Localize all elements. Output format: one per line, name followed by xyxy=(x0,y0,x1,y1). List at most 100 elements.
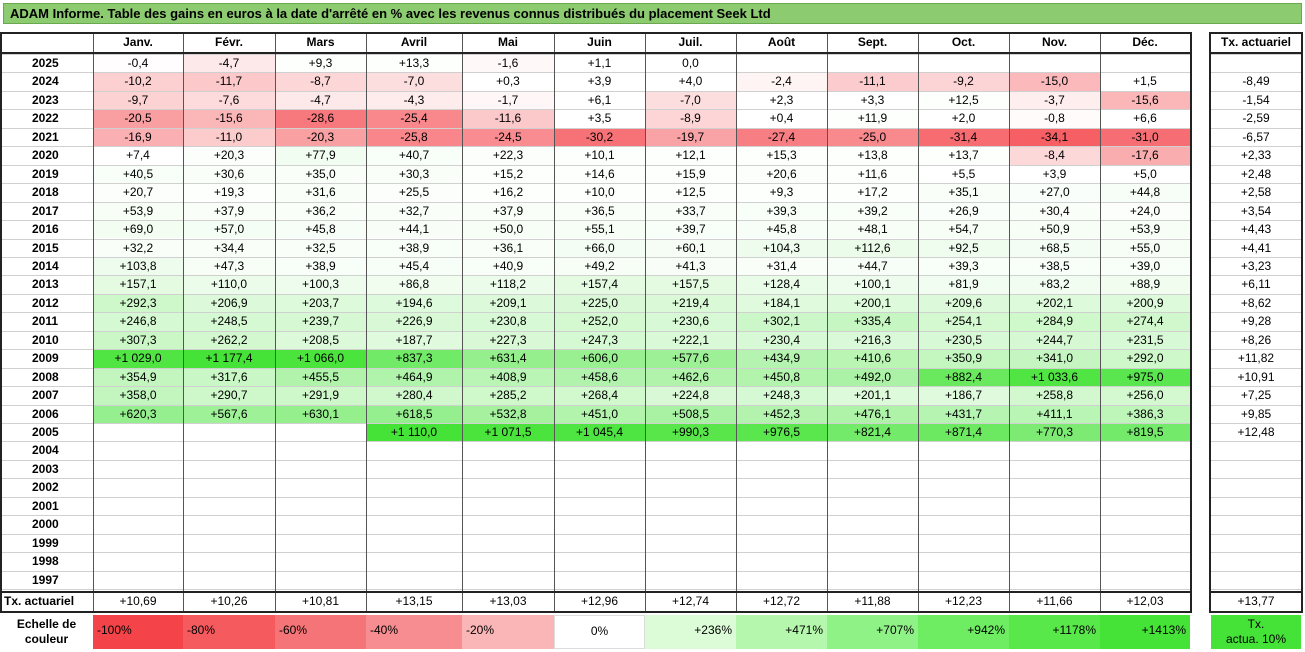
table-cell: +60,1 xyxy=(645,238,736,257)
table-cell: +230,8 xyxy=(462,312,554,331)
table-cell: +3,9 xyxy=(1009,164,1100,184)
rate-header: Tx. actuariel xyxy=(1220,35,1292,49)
table-cell: +45,8 xyxy=(275,220,366,239)
table-cell: +39,2 xyxy=(827,201,918,221)
table-cell: +219,4 xyxy=(645,293,736,313)
table-cell: +280,4 xyxy=(366,386,462,405)
table-cell: +258,8 xyxy=(1009,386,1100,405)
table-cell: +6,6 xyxy=(1100,109,1190,128)
table-cell: +206,9 xyxy=(183,293,275,313)
table-cell xyxy=(918,515,1009,534)
row-divider xyxy=(0,312,1190,313)
table-cell: +770,3 xyxy=(1009,423,1100,442)
row-divider xyxy=(1211,552,1301,553)
year-label: 2006 xyxy=(32,406,59,421)
month-header: Mars xyxy=(306,35,335,49)
table-cell: +252,0 xyxy=(554,312,645,331)
table-cell xyxy=(366,533,462,553)
table-cell: +104,3 xyxy=(736,238,827,257)
table-cell xyxy=(645,441,736,460)
table-cell xyxy=(1100,496,1190,516)
footer-cell: +11,88 xyxy=(854,594,891,609)
table-cell: +476,1 xyxy=(827,404,918,423)
table-cell xyxy=(827,533,918,553)
table-cell xyxy=(462,533,554,553)
rate-cell: -8,49 xyxy=(1242,74,1270,89)
footer-cell: +13,03 xyxy=(489,594,527,609)
rate-cell: +2,33 xyxy=(1240,148,1272,163)
table-cell xyxy=(183,496,275,516)
year-label: 2009 xyxy=(32,351,59,366)
table-cell: +990,3 xyxy=(645,423,736,442)
table-cell xyxy=(827,441,918,460)
table-cell: +434,9 xyxy=(736,349,827,368)
table-cell: +821,4 xyxy=(827,423,918,442)
table-cell: -8,4 xyxy=(1009,146,1100,165)
row-divider xyxy=(1211,423,1301,424)
table-cell xyxy=(1009,496,1100,516)
table-cell xyxy=(554,515,645,534)
table-cell: +49,2 xyxy=(554,256,645,276)
table-cell: +631,4 xyxy=(462,349,554,368)
year-label: 2021 xyxy=(32,129,59,144)
table-cell: -20,3 xyxy=(275,127,366,147)
column-divider xyxy=(462,32,463,613)
table-cell xyxy=(366,441,462,460)
row-divider xyxy=(0,331,1190,332)
year-label: 2024 xyxy=(32,74,59,89)
row-divider xyxy=(0,497,1190,498)
page-title: ADAM Informe. Table des gains en euros à… xyxy=(3,3,1302,24)
table-cell: +41,3 xyxy=(645,256,736,276)
column-divider xyxy=(93,32,94,613)
table-cell xyxy=(1100,441,1190,460)
table-cell: +630,1 xyxy=(275,404,366,423)
rate-cell: +3,54 xyxy=(1240,203,1272,218)
table-cell: +32,7 xyxy=(366,201,462,221)
table-cell xyxy=(736,478,827,497)
table-cell: -9,2 xyxy=(918,72,1009,91)
footer-cell: +12,96 xyxy=(580,594,619,609)
column-divider xyxy=(1190,32,1191,613)
table-cell: +27,0 xyxy=(1009,183,1100,202)
table-cell: +45,4 xyxy=(366,256,462,276)
table-cell: +37,9 xyxy=(462,201,554,221)
table-cell: +1 033,6 xyxy=(1009,367,1100,387)
table-cell: +35,1 xyxy=(918,183,1009,202)
row-divider xyxy=(0,405,1190,406)
month-header: Mai xyxy=(497,35,518,49)
year-label: 2022 xyxy=(32,111,59,126)
legend-label: Echelle de couleur xyxy=(0,617,93,647)
table-cell xyxy=(183,423,275,442)
month-header: Oct. xyxy=(951,35,976,49)
table-cell: -30,2 xyxy=(554,127,645,147)
table-cell xyxy=(183,478,275,497)
column-divider xyxy=(918,32,919,613)
header-underline xyxy=(0,52,1192,54)
table-cell: -2,4 xyxy=(736,72,827,91)
table-cell: +33,7 xyxy=(645,201,736,221)
table-cell xyxy=(366,478,462,497)
table-cell xyxy=(93,441,183,460)
table-cell xyxy=(918,533,1009,553)
table-cell: +837,3 xyxy=(366,349,462,368)
table-cell: +48,1 xyxy=(827,220,918,239)
table-cell: +68,5 xyxy=(1009,238,1100,257)
table-cell: -31,4 xyxy=(918,127,1009,147)
table-cell xyxy=(645,552,736,571)
table-cell: +246,8 xyxy=(93,312,183,331)
table-cell xyxy=(645,515,736,534)
legend-swatch: -40% xyxy=(366,615,462,649)
row-divider xyxy=(1211,257,1301,258)
row-divider xyxy=(0,534,1190,535)
year-label: 2025 xyxy=(32,56,59,70)
footer-cell: +12,74 xyxy=(671,594,710,609)
legend-swatch: +1178% xyxy=(1009,615,1100,649)
table-cell: +1 045,4 xyxy=(554,423,645,442)
row-divider xyxy=(0,368,1190,369)
legend-swatch: +471% xyxy=(736,615,827,649)
table-cell xyxy=(462,478,554,497)
row-divider xyxy=(1211,312,1301,313)
table-cell: +1 066,0 xyxy=(275,349,366,368)
table-cell xyxy=(183,515,275,534)
table-cell: +12,5 xyxy=(918,90,1009,110)
